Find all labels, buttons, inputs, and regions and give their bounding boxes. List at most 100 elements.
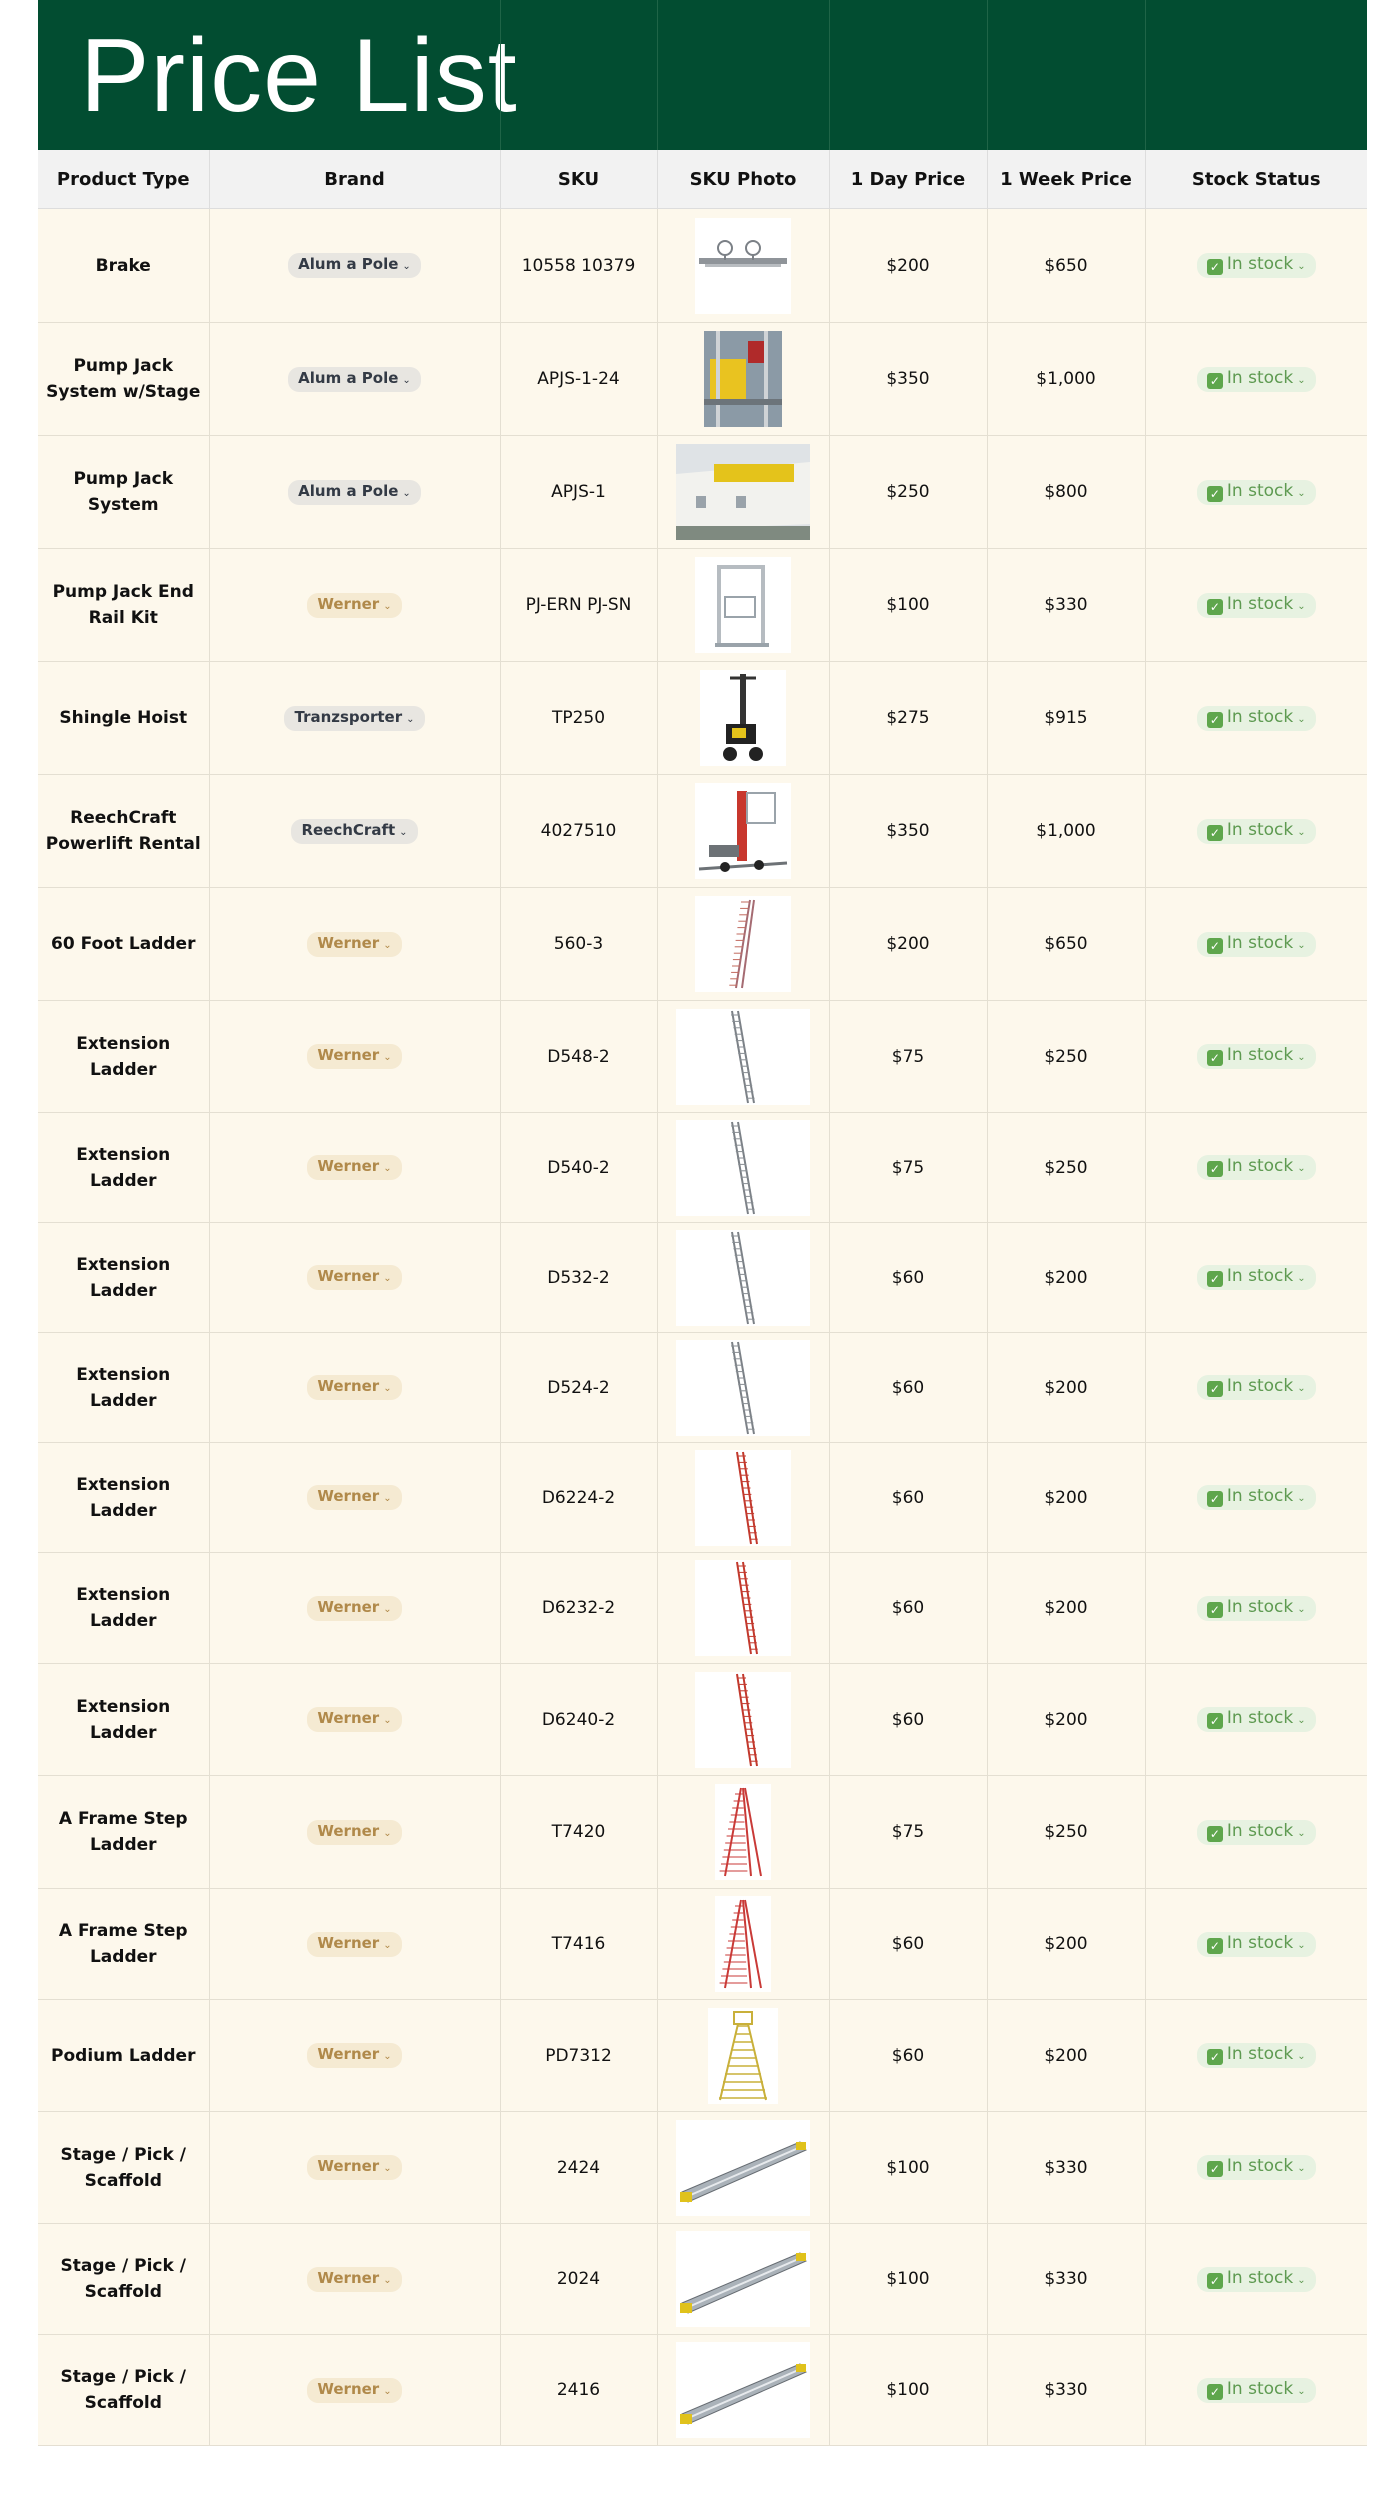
- brand-tag[interactable]: Werner ⌄: [307, 1819, 402, 1845]
- brand-tag[interactable]: Werner ⌄: [307, 2043, 402, 2068]
- sku-cell[interactable]: APJS-1: [500, 435, 658, 549]
- table-row[interactable]: Stage / Pick / Scaffold Werner ⌄ 2424 $100 $3…: [38, 2111, 1367, 2224]
- day-price-cell[interactable]: $60: [829, 1552, 988, 1664]
- stock-status-tag[interactable]: ✓ In stock ⌄: [1196, 705, 1316, 731]
- brand-cell[interactable]: Werner ⌄: [209, 2334, 501, 2446]
- product-type-cell[interactable]: ReechCraft Powerlift Rental: [38, 774, 210, 888]
- sku-cell[interactable]: D532-2: [500, 1222, 658, 1333]
- product-type-cell[interactable]: Pump Jack System w/Stage: [38, 322, 210, 436]
- product-type-cell[interactable]: Extension Ladder: [38, 1112, 210, 1223]
- sku-photo-cell[interactable]: [657, 2111, 830, 2224]
- sku-photo-cell[interactable]: [657, 322, 830, 436]
- product-type-cell[interactable]: Extension Ladder: [38, 1552, 210, 1664]
- sku-photo-cell[interactable]: [657, 1222, 830, 1333]
- day-price-cell[interactable]: $200: [829, 887, 988, 1001]
- table-row[interactable]: Extension Ladder Werner ⌄ D532-2 $60 $200 ✓ In …: [38, 1222, 1367, 1333]
- day-price-cell[interactable]: $275: [829, 661, 988, 775]
- brand-cell[interactable]: Werner ⌄: [209, 1112, 501, 1223]
- header-stock-status[interactable]: Stock Status: [1145, 150, 1367, 209]
- stock-status-tag[interactable]: ✓ In stock ⌄: [1196, 2043, 1316, 2068]
- brand-tag[interactable]: Werner ⌄: [307, 1155, 402, 1180]
- sku-cell[interactable]: T7416: [500, 1888, 658, 2000]
- day-price-cell[interactable]: $100: [829, 548, 988, 662]
- table-row[interactable]: Extension Ladder Werner ⌄ D6232-2 $60 $200 ✓ In…: [38, 1552, 1367, 1664]
- sku-photo-cell[interactable]: [657, 1552, 830, 1664]
- brand-cell[interactable]: ReechCraft ⌄: [209, 774, 501, 888]
- red-extension-ladder-photo[interactable]: [695, 1671, 791, 1768]
- brand-cell[interactable]: Alum a Pole ⌄: [209, 208, 501, 323]
- sku-cell[interactable]: D524-2: [500, 1332, 658, 1443]
- week-price-cell[interactable]: $915: [987, 661, 1146, 775]
- week-price-cell[interactable]: $200: [987, 1552, 1146, 1664]
- day-price-cell[interactable]: $350: [829, 774, 988, 888]
- brand-tag[interactable]: Tranzsporter ⌄: [284, 705, 425, 731]
- stock-status-cell[interactable]: ✓ In stock ⌄: [1145, 1000, 1367, 1113]
- sku-photo-cell[interactable]: [657, 1999, 830, 2112]
- product-type-cell[interactable]: 60 Foot Ladder: [38, 887, 210, 1001]
- stock-status-tag[interactable]: ✓ In stock ⌄: [1196, 479, 1316, 505]
- table-row[interactable]: Pump Jack System w/Stage Alum a Pole ⌄ APJS…: [38, 322, 1367, 436]
- table-row[interactable]: A Frame Step Ladder Werner ⌄ T7416 $60 $200 ✓ I…: [38, 1888, 1367, 2000]
- extension-ladder-photo[interactable]: [676, 1339, 810, 1436]
- brand-tag[interactable]: Werner ⌄: [307, 2155, 402, 2180]
- day-price-cell[interactable]: $75: [829, 1000, 988, 1113]
- red-extension-ladder-photo[interactable]: [695, 1449, 791, 1546]
- brand-tag[interactable]: Werner ⌄: [307, 2377, 402, 2403]
- day-price-cell[interactable]: $60: [829, 1442, 988, 1553]
- week-price-cell[interactable]: $200: [987, 1663, 1146, 1776]
- brake-photo[interactable]: [695, 217, 791, 314]
- sku-photo-cell[interactable]: [657, 887, 830, 1001]
- pump-jack-stage-photo[interactable]: [704, 331, 782, 427]
- sku-photo-cell[interactable]: [657, 208, 830, 323]
- product-type-cell[interactable]: Shingle Hoist: [38, 661, 210, 775]
- stock-status-cell[interactable]: ✓ In stock ⌄: [1145, 435, 1367, 549]
- brand-tag[interactable]: ReechCraft ⌄: [291, 818, 418, 844]
- week-price-cell[interactable]: $200: [987, 1442, 1146, 1553]
- header-sku-photo[interactable]: SKU Photo: [657, 150, 830, 209]
- table-row[interactable]: Extension Ladder Werner ⌄ D6224-2 $60 $200 ✓ In…: [38, 1442, 1367, 1553]
- sku-cell[interactable]: PD7312: [500, 1999, 658, 2112]
- header-sku[interactable]: SKU: [500, 150, 658, 209]
- brand-tag[interactable]: Werner ⌄: [307, 1044, 402, 1069]
- week-price-cell[interactable]: $800: [987, 435, 1146, 549]
- week-price-cell[interactable]: $200: [987, 1999, 1146, 2112]
- brand-tag[interactable]: Werner ⌄: [307, 1485, 402, 1510]
- table-row[interactable]: ReechCraft Powerlift Rental ReechCraft ⌄ 40…: [38, 774, 1367, 888]
- sku-photo-cell[interactable]: [657, 2223, 830, 2335]
- stock-status-tag[interactable]: ✓ In stock ⌄: [1196, 253, 1316, 278]
- stage-plank-photo[interactable]: [676, 2119, 810, 2216]
- day-price-cell[interactable]: $75: [829, 1775, 988, 1889]
- sku-cell[interactable]: 4027510: [500, 774, 658, 888]
- header-1-week-price[interactable]: 1 Week Price: [987, 150, 1146, 209]
- sku-photo-cell[interactable]: [657, 1442, 830, 1553]
- brand-tag[interactable]: Werner ⌄: [307, 931, 402, 957]
- product-type-cell[interactable]: Stage / Pick / Scaffold: [38, 2223, 210, 2335]
- podium-ladder-photo[interactable]: [708, 2007, 778, 2104]
- day-price-cell[interactable]: $100: [829, 2223, 988, 2335]
- day-price-cell[interactable]: $100: [829, 2334, 988, 2446]
- week-price-cell[interactable]: $250: [987, 1000, 1146, 1113]
- brand-tag[interactable]: Werner ⌄: [307, 592, 402, 618]
- brand-tag[interactable]: Alum a Pole ⌄: [288, 479, 421, 505]
- table-row[interactable]: A Frame Step Ladder Werner ⌄ T7420 $75 $250 ✓ I…: [38, 1775, 1367, 1889]
- product-type-cell[interactable]: Pump Jack End Rail Kit: [38, 548, 210, 662]
- brand-tag[interactable]: Werner ⌄: [307, 1707, 402, 1732]
- day-price-cell[interactable]: $60: [829, 1999, 988, 2112]
- brand-cell[interactable]: Alum a Pole ⌄: [209, 322, 501, 436]
- day-price-cell[interactable]: $60: [829, 1663, 988, 1776]
- sku-photo-cell[interactable]: [657, 661, 830, 775]
- brand-cell[interactable]: Werner ⌄: [209, 2223, 501, 2335]
- week-price-cell[interactable]: $200: [987, 1888, 1146, 2000]
- sku-photo-cell[interactable]: [657, 2334, 830, 2446]
- sku-cell[interactable]: PJ-ERN PJ-SN: [500, 548, 658, 662]
- stock-status-tag[interactable]: ✓ In stock ⌄: [1196, 1044, 1316, 1069]
- product-type-cell[interactable]: Podium Ladder: [38, 1999, 210, 2112]
- day-price-cell[interactable]: $60: [829, 1222, 988, 1333]
- sku-photo-cell[interactable]: [657, 1332, 830, 1443]
- sku-photo-cell[interactable]: [657, 1112, 830, 1223]
- brand-cell[interactable]: Tranzsporter ⌄: [209, 661, 501, 775]
- stock-status-cell[interactable]: ✓ In stock ⌄: [1145, 1552, 1367, 1664]
- sku-cell[interactable]: D6240-2: [500, 1663, 658, 1776]
- brand-tag[interactable]: Werner ⌄: [307, 1931, 402, 1957]
- stock-status-tag[interactable]: ✓ In stock ⌄: [1196, 818, 1316, 844]
